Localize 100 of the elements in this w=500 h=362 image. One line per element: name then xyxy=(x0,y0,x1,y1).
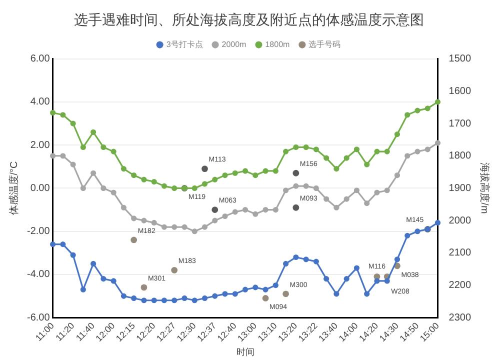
point xyxy=(313,146,319,152)
y2-tick-label: 2100 xyxy=(448,248,472,259)
point xyxy=(120,293,127,299)
point xyxy=(414,148,420,154)
point xyxy=(242,206,248,213)
point xyxy=(374,278,380,284)
y-tick-label: -6.00 xyxy=(26,312,50,324)
point xyxy=(60,242,66,248)
point xyxy=(324,196,330,202)
point xyxy=(313,258,319,264)
point xyxy=(282,290,289,298)
point xyxy=(282,148,289,154)
point xyxy=(120,204,127,210)
legend-label: 选手号码 xyxy=(308,40,341,50)
y2-tick-label: 1600 xyxy=(448,86,472,97)
point xyxy=(404,153,410,159)
y-tick-label: 6.00 xyxy=(30,54,50,65)
point xyxy=(202,181,208,187)
y2-tick-label: 1800 xyxy=(448,150,472,162)
point xyxy=(424,146,430,152)
point xyxy=(222,172,228,178)
point xyxy=(262,206,268,213)
point xyxy=(384,148,390,154)
point xyxy=(262,295,269,302)
point xyxy=(212,293,218,299)
point xyxy=(272,168,278,174)
point xyxy=(90,170,96,176)
point xyxy=(192,228,198,234)
point xyxy=(70,162,76,168)
point xyxy=(140,284,148,291)
point xyxy=(70,120,76,126)
point xyxy=(354,265,360,271)
point xyxy=(222,291,228,297)
point xyxy=(50,153,56,159)
point xyxy=(354,146,360,152)
point xyxy=(80,185,86,192)
point xyxy=(434,99,441,105)
point xyxy=(252,284,258,290)
point xyxy=(161,298,168,304)
point xyxy=(90,260,96,267)
point xyxy=(334,204,340,210)
point xyxy=(293,144,299,150)
point xyxy=(364,291,370,297)
point xyxy=(282,260,289,267)
point xyxy=(303,256,309,262)
point xyxy=(90,129,96,135)
point xyxy=(151,220,157,226)
point xyxy=(131,216,137,222)
point xyxy=(192,298,198,304)
point xyxy=(60,153,66,159)
point xyxy=(172,185,178,192)
point xyxy=(252,172,258,178)
point xyxy=(212,218,218,224)
point xyxy=(404,112,410,118)
point xyxy=(252,211,258,217)
point xyxy=(303,183,309,189)
y2-tick-label: 2200 xyxy=(448,280,472,292)
point xyxy=(110,148,116,154)
point xyxy=(374,190,380,196)
point xyxy=(100,276,106,282)
point xyxy=(60,112,66,118)
point xyxy=(70,252,76,258)
point xyxy=(384,188,390,194)
point xyxy=(161,183,168,189)
point xyxy=(131,295,137,302)
y-tick-label: -4.00 xyxy=(26,269,50,280)
y2-tick-label: 1900 xyxy=(448,182,472,194)
y-tick-label: -2.00 xyxy=(26,226,50,238)
chart-title: 选手遇难时间、所处海拔高度及附近点的体感温度示意图 xyxy=(74,11,424,28)
point xyxy=(293,183,299,189)
point xyxy=(100,185,106,192)
point xyxy=(212,176,218,182)
point xyxy=(50,242,56,248)
point xyxy=(313,185,319,192)
point xyxy=(172,224,178,230)
point xyxy=(202,295,208,302)
point xyxy=(262,286,268,292)
point xyxy=(394,172,400,178)
point xyxy=(131,172,137,178)
point xyxy=(303,144,309,150)
point xyxy=(374,148,380,154)
point xyxy=(100,144,106,150)
legend-label: 1800m xyxy=(265,40,290,50)
point xyxy=(324,276,330,282)
point xyxy=(414,228,420,234)
point xyxy=(110,278,116,284)
point xyxy=(141,298,147,304)
point xyxy=(394,131,400,138)
point xyxy=(222,213,228,220)
point xyxy=(141,218,147,224)
point xyxy=(202,224,208,230)
point xyxy=(424,106,430,112)
point xyxy=(172,298,178,304)
y2-axis-title: 海拔高度/m xyxy=(478,162,490,214)
point xyxy=(182,224,188,230)
point xyxy=(434,220,441,226)
point xyxy=(192,185,198,192)
point xyxy=(50,110,56,116)
point xyxy=(242,168,248,174)
point xyxy=(120,166,127,172)
